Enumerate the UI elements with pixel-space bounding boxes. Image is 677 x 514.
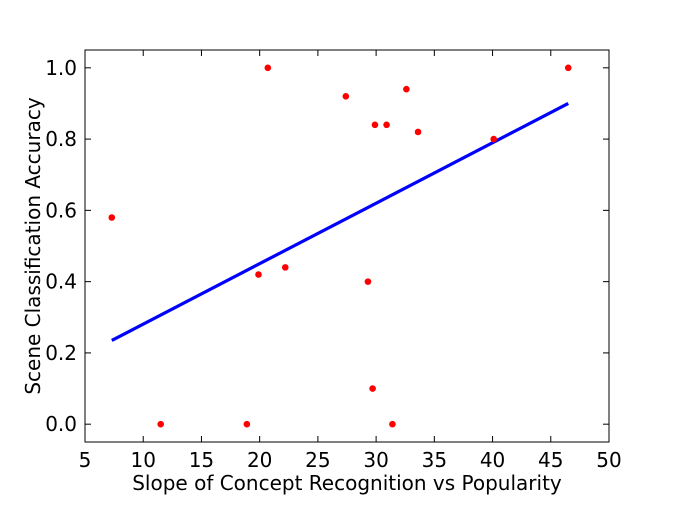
- data-point: [255, 271, 262, 278]
- x-tick-label: 30: [363, 448, 388, 472]
- y-tick-label: 0.6: [45, 198, 77, 222]
- x-axis-label: Slope of Concept Recognition vs Populari…: [132, 471, 562, 495]
- data-point: [243, 420, 251, 428]
- data-point: [369, 385, 376, 392]
- y-tick-label: 0.0: [45, 412, 77, 436]
- y-axis-label: Scene Classification Accuracy: [21, 97, 45, 394]
- y-axis-ticks: 0.0 0.2 0.4 0.6 0.8 1.0: [45, 56, 609, 436]
- data-point: [157, 420, 164, 428]
- data-point: [389, 420, 396, 428]
- fit-layer: [111, 102, 569, 342]
- x-tick-label: 50: [596, 448, 621, 472]
- x-tick-label: 35: [422, 448, 447, 472]
- regression-line: [111, 102, 569, 342]
- plot-frame: [84, 49, 610, 443]
- data-point: [264, 64, 272, 72]
- y-tick-label: 1.0: [45, 56, 77, 80]
- data-point: [403, 85, 410, 93]
- points-layer: [108, 64, 572, 428]
- y-tick-label: 0.8: [45, 127, 77, 151]
- data-point: [364, 278, 372, 285]
- data-point: [108, 214, 116, 221]
- x-tick-label: 5: [79, 448, 92, 472]
- data-point: [564, 64, 572, 72]
- data-point: [342, 93, 350, 100]
- x-tick-label: 40: [480, 448, 505, 472]
- x-tick-label: 10: [130, 448, 155, 472]
- data-point: [281, 264, 289, 271]
- y-tick-label: 0.4: [45, 270, 77, 294]
- y-tick-label: 0.2: [45, 341, 77, 365]
- x-tick-label: 25: [305, 448, 330, 472]
- x-tick-label: 20: [247, 448, 272, 472]
- x-axis-ticks: 5 10 15 20 25 30 35 40 45 50: [79, 50, 622, 472]
- data-point: [383, 121, 390, 129]
- x-tick-label: 45: [538, 448, 563, 472]
- data-point: [490, 135, 498, 143]
- data-point: [414, 128, 422, 136]
- x-tick-label: 15: [189, 448, 214, 472]
- data-point: [371, 121, 379, 129]
